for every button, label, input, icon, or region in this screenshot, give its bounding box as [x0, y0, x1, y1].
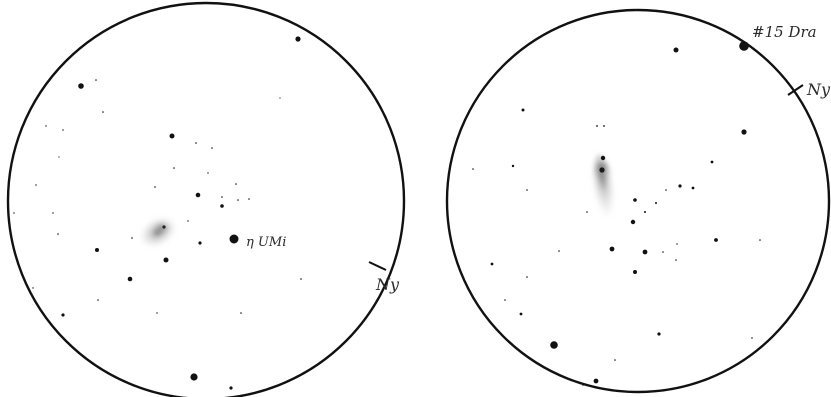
left-field-circle [6, 1, 406, 397]
star [235, 183, 237, 185]
star [511, 164, 515, 168]
left-north-label: Ny [375, 275, 400, 294]
star [657, 332, 661, 336]
object-label: #15 Dra [752, 23, 817, 41]
right-field-circle [445, 8, 831, 394]
star [163, 257, 169, 263]
star [558, 250, 560, 252]
star [78, 83, 84, 89]
star [62, 129, 64, 131]
star [596, 125, 598, 127]
right-field: #15 Dra Ny [445, 8, 831, 394]
star [600, 155, 606, 161]
star [614, 359, 616, 361]
star [131, 237, 133, 239]
star [759, 239, 761, 241]
star [248, 198, 250, 200]
star [675, 259, 677, 261]
star [229, 386, 233, 390]
star [633, 270, 637, 274]
star [190, 373, 198, 381]
star [61, 313, 65, 317]
star [57, 233, 59, 235]
star [295, 36, 301, 42]
star [751, 337, 753, 339]
star [211, 147, 213, 149]
star [519, 312, 523, 316]
star [102, 111, 104, 113]
star [207, 172, 209, 174]
star [521, 108, 525, 112]
star [237, 199, 239, 201]
left-nebula [139, 216, 177, 248]
star [97, 299, 99, 301]
star [633, 198, 637, 202]
star [662, 251, 664, 253]
right-north-marker: Ny [787, 80, 831, 99]
star [678, 184, 682, 188]
star [95, 248, 99, 252]
star [58, 156, 60, 158]
star [644, 211, 646, 213]
star [609, 246, 615, 252]
star [526, 189, 528, 191]
left-field: η UMi Ny [6, 1, 406, 397]
star [582, 384, 584, 386]
star [127, 276, 133, 282]
star [45, 125, 47, 127]
star [673, 47, 679, 53]
star [691, 186, 695, 190]
star [665, 189, 667, 191]
star [526, 276, 528, 278]
star [603, 125, 605, 127]
right-north-label: Ny [806, 80, 831, 99]
star [642, 249, 648, 255]
star [154, 186, 156, 188]
star [504, 299, 506, 301]
left-stars [13, 36, 302, 390]
star [710, 160, 714, 164]
left-north-marker: Ny [368, 261, 400, 294]
star [676, 243, 678, 245]
star [13, 212, 15, 214]
star [35, 184, 37, 186]
star [220, 204, 224, 208]
star [173, 167, 175, 169]
star [187, 220, 189, 222]
star [490, 262, 494, 266]
star [156, 312, 158, 314]
star [655, 202, 657, 204]
star [52, 212, 54, 214]
star [169, 133, 175, 139]
star [195, 192, 201, 198]
star [586, 211, 588, 213]
right-comet [592, 154, 616, 226]
star [739, 41, 749, 51]
star [472, 168, 474, 170]
star [550, 341, 558, 349]
star [198, 241, 202, 245]
star [221, 196, 223, 198]
star-eta-umi [229, 234, 239, 244]
star [240, 312, 242, 314]
star [95, 79, 97, 81]
star [630, 219, 636, 225]
star [195, 142, 197, 144]
star [714, 238, 718, 242]
right-stars [472, 41, 761, 386]
star [279, 97, 281, 99]
star [741, 129, 747, 135]
eta-umi-label: η UMi [246, 235, 286, 250]
star [300, 278, 302, 280]
star [593, 378, 599, 384]
star [32, 287, 34, 289]
